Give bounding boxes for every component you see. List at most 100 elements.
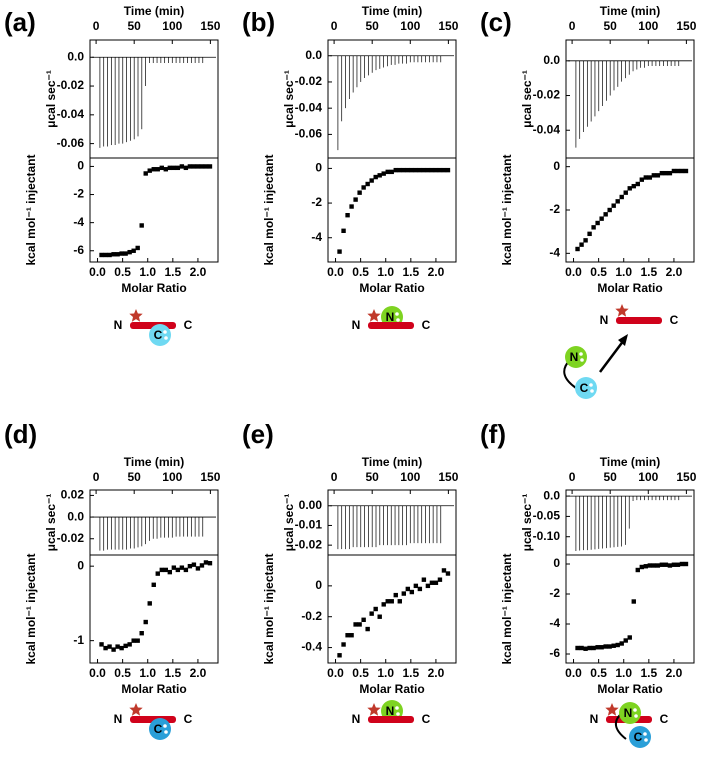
data-point	[135, 638, 140, 643]
data-point	[611, 643, 616, 648]
terminus-label: N	[114, 318, 123, 332]
y-tick-label: -0.4	[301, 640, 322, 654]
data-point	[413, 167, 419, 173]
y-tick-label: 0	[77, 159, 84, 173]
x-tick-label: 1.0	[377, 265, 394, 279]
x-tick-label: 2.0	[428, 666, 445, 680]
data-point	[433, 580, 439, 585]
data-point	[345, 633, 350, 638]
y-axis-label: kcal mol⁻¹ injectant	[500, 553, 514, 664]
x-tick-label: 1.5	[164, 265, 181, 279]
data-point	[683, 561, 689, 567]
y-tick-label: -4	[549, 616, 560, 630]
y-axis-label: μcal sec⁻¹	[520, 494, 534, 552]
x-tick-label: 150	[200, 470, 220, 484]
dot	[164, 336, 168, 340]
data-point	[131, 248, 136, 253]
dot	[163, 724, 167, 728]
x-tick-label: 0.5	[590, 265, 607, 279]
data-point	[151, 582, 156, 587]
data-point	[357, 622, 362, 627]
arrowhead	[618, 334, 628, 346]
data-point	[361, 185, 366, 190]
x-tick-label: 0.5	[352, 666, 369, 680]
x-tick-label: 0.0	[327, 666, 344, 680]
x-tick-label: 100	[400, 19, 420, 33]
data-point	[369, 178, 374, 183]
x-tick-label: 0	[569, 470, 576, 484]
data-point	[651, 563, 657, 568]
y-tick-label: -6	[549, 646, 560, 660]
x-tick-label: 50	[128, 470, 142, 484]
data-point	[111, 252, 116, 257]
data-point	[583, 238, 588, 243]
y-tick-label: -0.04	[57, 107, 85, 121]
y-tick-label: -0.01	[295, 518, 323, 532]
data-point	[107, 644, 112, 649]
data-point	[373, 174, 378, 180]
data-point	[155, 167, 160, 172]
y-tick-label: -4	[73, 215, 84, 229]
star	[605, 703, 619, 716]
data-point	[671, 168, 677, 174]
x-tick-label: 0.5	[352, 265, 369, 279]
data-point	[167, 165, 173, 171]
data-point	[159, 567, 164, 573]
x-tick-label: 100	[162, 470, 182, 484]
data-point	[195, 566, 201, 571]
dot	[164, 730, 168, 734]
data-point	[183, 165, 189, 171]
data-point	[627, 186, 632, 191]
data-point	[341, 228, 346, 233]
x-axis-label: Time (min)	[600, 455, 660, 469]
arrow	[599, 339, 625, 373]
data-point	[171, 565, 177, 570]
x-tick-label: 1.5	[402, 265, 419, 279]
data-point	[167, 569, 173, 575]
data-point	[163, 167, 168, 172]
data-point	[631, 183, 636, 189]
peptide-bar	[368, 716, 414, 723]
data-point	[615, 642, 620, 648]
y-axis-label: kcal mol⁻¹ injectant	[262, 154, 276, 265]
data-point	[619, 194, 624, 200]
x-tick-label: 1.5	[640, 265, 657, 279]
data-point	[591, 645, 596, 651]
data-point	[159, 165, 164, 171]
star	[615, 304, 629, 317]
data-point	[147, 168, 152, 173]
data-point	[127, 249, 132, 255]
terminus-label: N	[590, 712, 599, 726]
panel-label: (e)	[242, 419, 274, 449]
data-point	[421, 577, 427, 582]
domain-circle	[565, 346, 587, 368]
y-tick-label: -0.02	[295, 74, 323, 88]
data-point	[381, 171, 386, 176]
x-tick-label: 2.0	[428, 265, 445, 279]
data-point	[421, 167, 427, 173]
terminus-label: C	[422, 318, 431, 332]
data-point	[107, 252, 112, 258]
plot-frame	[565, 39, 695, 159]
data-point	[437, 167, 443, 173]
star	[129, 703, 143, 716]
data-point	[143, 171, 148, 176]
x-tick-label: 2.0	[190, 666, 207, 680]
x-tick-label: 1.5	[164, 666, 181, 680]
data-point	[207, 560, 213, 566]
x-axis-label: Molar Ratio	[121, 281, 186, 295]
plot-frame	[327, 554, 457, 664]
data-point	[381, 602, 386, 607]
x-tick-label: 50	[604, 19, 618, 33]
data-point	[663, 562, 669, 567]
data-point	[433, 167, 439, 173]
data-point	[369, 611, 374, 616]
y-tick-label: -0.04	[533, 122, 561, 136]
domain-label: C	[634, 730, 643, 744]
data-point	[579, 645, 584, 651]
data-point	[111, 647, 116, 652]
data-point	[647, 175, 653, 180]
y-axis-label: kcal mol⁻¹ injectant	[262, 553, 276, 664]
data-point	[103, 252, 108, 258]
data-point	[583, 646, 588, 651]
